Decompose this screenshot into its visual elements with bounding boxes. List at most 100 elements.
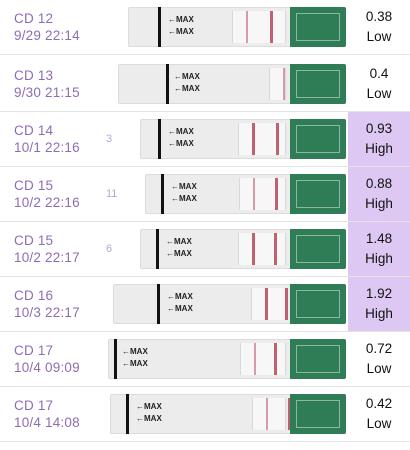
test-strip-image: ←MAX ←MAX xyxy=(140,119,346,159)
lh-ratio-value: 1.48 xyxy=(365,231,393,246)
lh-result-cell: 0.72 Low xyxy=(348,332,410,386)
strip-result-window xyxy=(239,178,286,210)
control-line xyxy=(276,123,279,155)
strip-marker-bar xyxy=(166,64,169,104)
cycle-day: CD 17 xyxy=(14,398,54,413)
test-line xyxy=(265,288,268,320)
lh-ratio-value: 0.88 xyxy=(365,176,393,191)
max-label-bottom: ←MAX xyxy=(136,414,162,423)
cycle-day: CD 12 xyxy=(14,11,54,26)
result-row[interactable]: CD 17 10/4 09:09 ←MAX ←MAX 0.72 Low xyxy=(0,332,410,387)
test-datetime: 9/29 22:14 xyxy=(14,28,80,43)
cycle-day: CD 15 xyxy=(14,178,54,193)
result-row[interactable]: CD 14 10/1 22:16 3 ←MAX ←MAX 0.93 High xyxy=(0,112,410,167)
strip-result-window xyxy=(252,398,286,430)
strip-brand-panel xyxy=(290,174,346,214)
row-label: CD 16 10/3 22:17 xyxy=(14,287,80,321)
cycle-day: CD 14 xyxy=(14,123,54,138)
row-label: CD 15 10/2 22:17 xyxy=(14,232,80,266)
clipped-text-fragment: 3 xyxy=(106,133,113,145)
max-label-top: ←MAX xyxy=(168,15,194,24)
strip-result-window xyxy=(269,68,286,100)
control-line xyxy=(285,288,288,320)
lh-ratio-value: 0.72 xyxy=(365,341,393,356)
result-row[interactable]: CD 15 10/2 22:16 11 ←MAX ←MAX 0.88 High xyxy=(0,167,410,222)
strip-brand-panel xyxy=(290,7,346,47)
test-strip-image: ←MAX ←MAX xyxy=(110,394,346,434)
test-datetime: 10/4 14:08 xyxy=(14,415,80,430)
result-row[interactable]: CD 17 10/4 14:08 ←MAX ←MAX 0.42 Low xyxy=(0,387,410,442)
clipped-text-fragment: 6 xyxy=(106,243,113,255)
lh-level-badge: Low xyxy=(366,416,392,431)
strip-brand-panel xyxy=(290,64,346,104)
lh-level-badge: High xyxy=(365,196,393,211)
test-line xyxy=(266,398,268,430)
test-datetime: 10/1 22:16 xyxy=(14,140,80,155)
control-line xyxy=(274,343,277,375)
lh-result-cell: 0.4 Low xyxy=(348,57,410,111)
lh-level-badge: High xyxy=(365,251,393,266)
row-label: CD 15 10/2 22:16 xyxy=(14,177,80,211)
result-row[interactable]: CD 12 9/29 22:14 ←MAX ←MAX 0.38 Low xyxy=(0,0,410,55)
max-label-top: ←MAX xyxy=(174,72,200,81)
test-line xyxy=(283,68,285,100)
test-line xyxy=(252,233,255,265)
strip-marker-bar xyxy=(161,174,164,214)
max-label-bottom: ←MAX xyxy=(122,359,148,368)
cycle-day: CD 16 xyxy=(14,288,54,303)
max-label-bottom: ←MAX xyxy=(174,84,200,93)
cycle-day: CD 13 xyxy=(14,68,54,83)
test-datetime: 10/3 22:17 xyxy=(14,305,80,320)
lh-level-badge: Low xyxy=(366,361,392,376)
lh-ratio-value: 0.93 xyxy=(365,121,393,136)
strip-result-window xyxy=(238,233,286,265)
max-label-bottom: ←MAX xyxy=(166,249,192,258)
max-label-top: ←MAX xyxy=(171,182,197,191)
strip-brand-panel xyxy=(290,119,346,159)
result-row[interactable]: CD 16 10/3 22:17 ←MAX ←MAX 1.92 High xyxy=(0,277,410,332)
lh-result-cell: 0.93 High xyxy=(348,112,410,166)
lh-ratio-value: 0.42 xyxy=(365,396,393,411)
cycle-day: CD 15 xyxy=(14,233,54,248)
max-label-top: ←MAX xyxy=(168,127,194,136)
result-row[interactable]: CD 13 9/30 21:15 ←MAX ←MAX 0.4 Low xyxy=(0,57,410,112)
row-label: CD 12 9/29 22:14 xyxy=(14,10,80,44)
strip-result-window xyxy=(240,343,286,375)
strip-result-window xyxy=(232,11,286,43)
test-datetime: 10/2 22:17 xyxy=(14,250,80,265)
max-label-bottom: ←MAX xyxy=(168,139,194,148)
strip-brand-panel xyxy=(290,229,346,269)
row-label: CD 14 10/1 22:16 xyxy=(14,122,80,156)
test-datetime: 10/2 22:16 xyxy=(14,195,80,210)
test-datetime: 9/30 21:15 xyxy=(14,85,80,100)
test-strip-image: ←MAX ←MAX xyxy=(128,7,346,47)
control-line xyxy=(270,11,273,43)
lh-result-cell: 1.48 High xyxy=(348,222,410,276)
test-strip-image: ←MAX ←MAX xyxy=(140,229,346,269)
lh-ratio-value: 0.38 xyxy=(365,9,393,24)
clipped-text-fragment: 11 xyxy=(106,188,118,200)
max-label-bottom: ←MAX xyxy=(168,27,194,36)
lh-level-badge: Low xyxy=(366,86,392,101)
max-label-bottom: ←MAX xyxy=(167,304,193,313)
row-label: CD 17 10/4 14:08 xyxy=(14,397,80,431)
lh-result-cell: 0.88 High xyxy=(348,167,410,221)
lh-result-cell: 0.38 Low xyxy=(348,0,410,54)
strip-marker-bar xyxy=(156,229,159,269)
strip-marker-bar xyxy=(157,284,160,324)
lh-ratio-value: 1.92 xyxy=(365,286,393,301)
result-row[interactable]: CD 15 10/2 22:17 6 ←MAX ←MAX 1.48 High xyxy=(0,222,410,277)
lh-result-cell: 1.92 High xyxy=(348,277,410,331)
control-line xyxy=(275,178,278,210)
lh-level-badge: Low xyxy=(366,29,392,44)
row-label: CD 17 10/4 09:09 xyxy=(14,342,80,376)
control-line xyxy=(274,233,277,265)
test-line xyxy=(246,11,248,43)
strip-marker-bar xyxy=(126,394,129,434)
strip-brand-panel xyxy=(290,394,346,434)
lh-result-cell: 0.42 Low xyxy=(348,387,410,441)
test-strip-image: ←MAX ←MAX xyxy=(113,284,346,324)
strip-brand-panel xyxy=(290,339,346,379)
lh-level-badge: High xyxy=(365,141,393,156)
test-line xyxy=(252,123,255,155)
